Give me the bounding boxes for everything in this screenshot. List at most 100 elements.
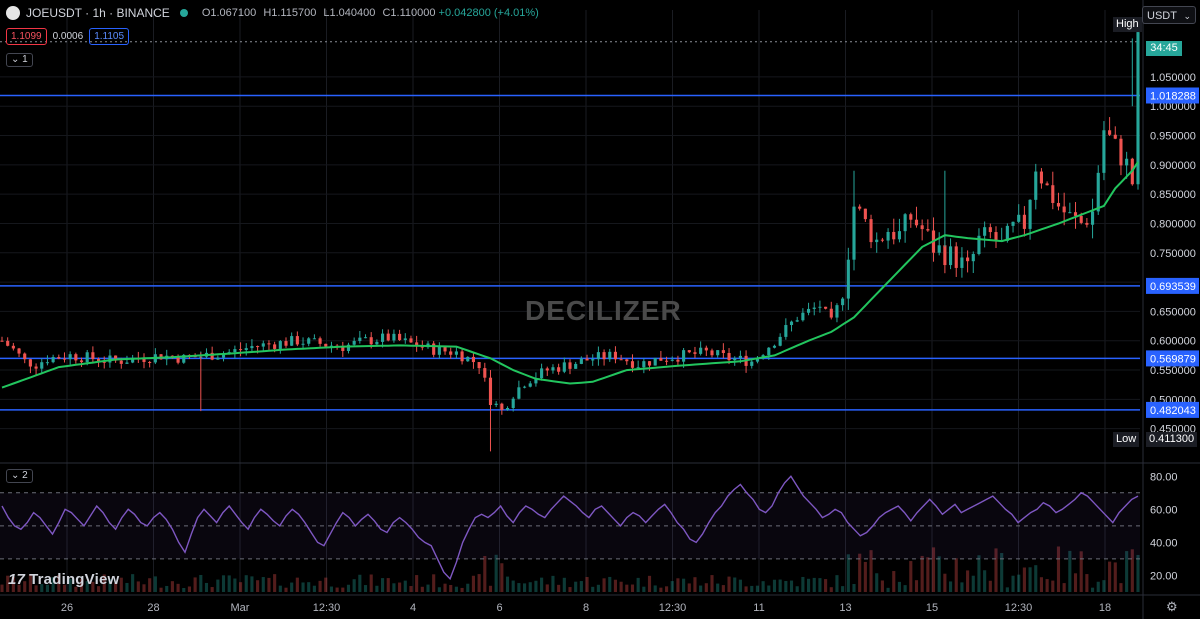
volume-bar: [772, 579, 777, 592]
candle-body: [738, 355, 742, 359]
volume-bar: [858, 553, 862, 592]
volume-bar: [79, 578, 84, 592]
candle-body: [1125, 158, 1129, 166]
candle-body: [943, 245, 947, 266]
volume-bar: [426, 584, 430, 592]
volume-bar: [574, 581, 578, 592]
volume-bar: [892, 571, 896, 592]
candle-body: [1136, 32, 1140, 185]
volume-bar: [818, 578, 822, 592]
candle-body: [948, 246, 953, 266]
candle-body: [131, 358, 135, 363]
volume-bar: [647, 575, 652, 592]
volume-bar: [795, 586, 799, 592]
candle-body: [290, 336, 294, 346]
volume-bar: [23, 581, 27, 592]
volume-bar: [267, 577, 271, 592]
candle-body: [505, 408, 510, 410]
volume-bar: [261, 577, 265, 592]
candle-body: [409, 338, 413, 343]
coin-logo-icon: [6, 6, 20, 20]
volume-bar: [176, 583, 180, 592]
volume-bar: [557, 584, 561, 592]
tradingview-icon: 17: [8, 571, 26, 588]
candle-body: [17, 348, 21, 354]
volume-bar: [954, 558, 958, 592]
volume-bar: [994, 548, 998, 592]
settings-gear-icon[interactable]: ⚙: [1166, 599, 1178, 614]
sell-price-button[interactable]: 1.1099: [6, 28, 47, 45]
candle-body: [1068, 212, 1072, 214]
symbol-label[interactable]: JOEUSDT · 1h · BINANCE: [26, 6, 170, 20]
candle-body: [829, 308, 833, 318]
buy-price-button[interactable]: 1.1105: [89, 28, 130, 45]
volume-bar: [1056, 546, 1061, 592]
x-tick-label: 8: [583, 602, 589, 614]
candle-body: [858, 206, 862, 209]
tradingview-logo[interactable]: 17 TradingView: [8, 571, 119, 588]
candle-body: [443, 346, 447, 352]
low-marker: Low: [1113, 432, 1140, 447]
candle-body: [1085, 222, 1089, 225]
candle-body: [579, 358, 583, 364]
volume-bar: [540, 577, 544, 592]
candle-body: [517, 387, 521, 399]
watermark: DECILIZER: [525, 295, 682, 326]
candle-body: [767, 347, 771, 356]
candle-body: [778, 336, 782, 346]
volume-bar: [165, 585, 169, 592]
volume-bar: [11, 577, 15, 592]
volume-bar: [386, 578, 390, 592]
rsi-legend-toggle[interactable]: ⌄ 2: [6, 469, 33, 483]
rsi-tick-label: 40.00: [1150, 537, 1178, 549]
volume-bar: [562, 577, 566, 592]
candle-body: [148, 361, 152, 363]
x-tick-label: 28: [147, 602, 159, 614]
candle-body: [307, 338, 311, 344]
candle-body: [312, 338, 316, 340]
candle-body: [818, 306, 822, 308]
volume-bar: [943, 573, 947, 592]
volume-bar: [812, 577, 816, 592]
volume-bar: [625, 584, 629, 592]
volume-bar: [62, 584, 67, 592]
volume-bar: [630, 584, 635, 592]
moving-average-line: [1, 161, 1139, 389]
candle-body: [375, 341, 379, 345]
candle-body: [454, 351, 458, 355]
candle-body: [437, 346, 441, 355]
volume-bar: [755, 585, 760, 592]
volume-bar: [960, 582, 964, 592]
volume-bar: [778, 579, 782, 592]
volume-bar: [738, 579, 742, 592]
volume-bar: [750, 585, 754, 592]
candle-body: [483, 368, 487, 378]
x-tick-label: 11: [753, 602, 764, 614]
candle-body: [602, 352, 606, 360]
volume-bar: [471, 575, 476, 592]
candle-body: [988, 227, 992, 233]
candle-body: [699, 347, 703, 354]
price-level-label: 1.018288: [1150, 90, 1196, 102]
candle-body: [500, 403, 504, 410]
volume-bar: [437, 587, 441, 592]
candle-body: [994, 232, 998, 242]
candle-body: [613, 351, 618, 360]
currency-select[interactable]: USDT ⌄: [1142, 6, 1196, 24]
candle-body: [449, 351, 453, 355]
candle-body: [926, 229, 930, 231]
volume-bar: [244, 575, 248, 592]
volume-bar: [727, 576, 731, 592]
volume-bar: [159, 587, 163, 592]
volume-bar: [1073, 573, 1078, 592]
candle-body: [91, 352, 95, 360]
y-tick-label: 1.000000: [1150, 101, 1196, 113]
volume-bar: [1062, 583, 1066, 592]
candle-body: [1096, 172, 1100, 212]
candle-body: [557, 367, 561, 372]
volume-bar: [312, 585, 316, 592]
volume-bar: [931, 547, 936, 592]
main-legend-toggle[interactable]: ⌄ 1: [6, 53, 33, 67]
volume-bar: [142, 584, 146, 592]
